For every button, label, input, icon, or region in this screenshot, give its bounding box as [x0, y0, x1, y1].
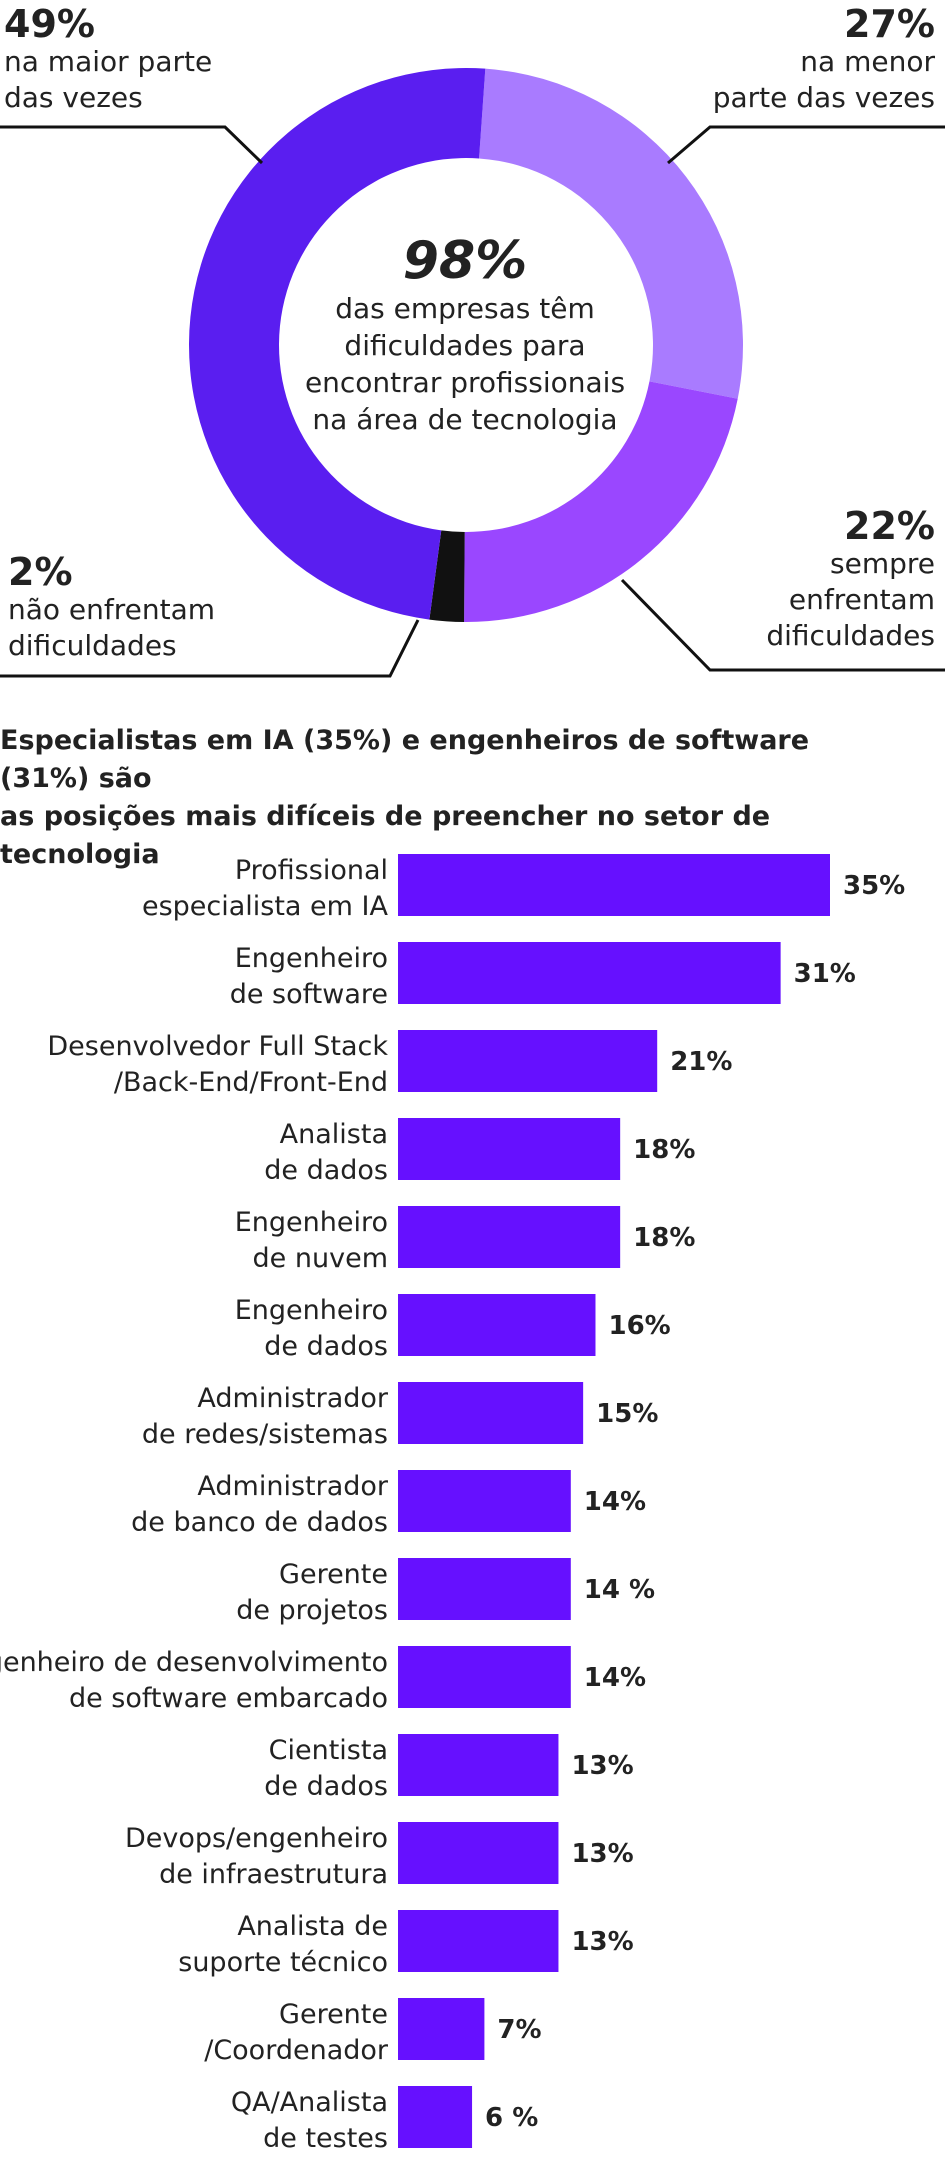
donut-center-line1: das empresas têm	[335, 292, 595, 325]
callout-most-times-line1: na maior parte	[4, 45, 213, 78]
bar-category-label-4-1: de nuvem	[253, 1243, 388, 1274]
donut-slice-2	[464, 381, 738, 622]
bar-category-label-0-0: Profissional	[235, 855, 388, 886]
donut-slice-0	[189, 68, 486, 620]
bar-10	[398, 1734, 559, 1796]
donut-slice-3	[429, 530, 465, 622]
bar-value-label-7: 14%	[584, 1487, 646, 1517]
bar-value-label-11: 13%	[571, 1839, 633, 1869]
bar-category-label-12-0: Analista de	[237, 1911, 388, 1942]
donut-center-pct: 98%	[402, 231, 528, 291]
bar-category-label-2-1: /Back-End/Front-End	[114, 1067, 388, 1098]
callout-always-line3: dificuldades	[766, 619, 935, 652]
bar-category-label-3-1: de dados	[264, 1155, 388, 1186]
bar-5	[398, 1294, 596, 1356]
donut-slice-1	[479, 68, 743, 399]
bar-value-label-4: 18%	[633, 1223, 695, 1253]
bar-category-label-12-1: suporte técnico	[178, 1947, 388, 1978]
bar-1	[398, 942, 781, 1004]
callout-no-difficulty-line1: não enfrentam	[8, 593, 216, 626]
bar-category-label-6-0: Administrador	[197, 1383, 389, 1414]
bar-category-label-8-1: de projetos	[236, 1595, 388, 1626]
bar-category-label-4-0: Engenheiro	[235, 1207, 388, 1238]
bar-category-label-8-0: Gerente	[279, 1559, 388, 1590]
bar-chart-title: Especialistas em IA (35%) e engenheiros …	[0, 722, 900, 874]
bar-6	[398, 1382, 584, 1444]
bar-value-label-3: 18%	[633, 1135, 695, 1165]
callout-always: 22% sempre enfrentam dificuldades	[766, 506, 935, 654]
bar-category-label-3-0: Analista	[280, 1119, 388, 1150]
bar-category-label-14-1: de testes	[263, 2123, 388, 2150]
callout-most-times: 49% na maior parte das vezes	[4, 4, 212, 116]
bar-value-label-9: 14%	[584, 1663, 646, 1693]
callout-fewer-times: 27% na menor parte das vezes	[713, 4, 935, 116]
bar-category-label-6-1: de redes/sistemas	[142, 1419, 388, 1450]
callout-fewer-times-pct: 27%	[844, 2, 935, 46]
bar-category-label-1-1: de software	[230, 979, 388, 1010]
bar-category-label-9-1: de software embarcado	[69, 1683, 388, 1714]
bar-13	[398, 1998, 485, 2060]
bar-category-label-7-0: Administrador	[197, 1471, 389, 1502]
bar-9	[398, 1646, 571, 1708]
bar-12	[398, 1910, 559, 1972]
callout-always-line2: enfrentam	[788, 583, 935, 616]
bar-category-label-10-0: Cientista	[269, 1735, 388, 1766]
bar-chart: Profissional especialista em IA 35% Engenhe…	[0, 854, 905, 2150]
donut-chart-area: 49% na maior parte das vezes 27% na meno…	[0, 0, 945, 690]
bar-2	[398, 1030, 658, 1092]
bar-category-label-5-1: de dados	[264, 1331, 388, 1362]
bar-category-label-2-0: Desenvolvedor Full Stack	[47, 1031, 388, 1062]
callout-no-difficulty: 2% não enfrentam dificuldades	[8, 552, 215, 664]
bar-category-label-1-0: Engenheiro	[235, 943, 388, 974]
bar-0	[398, 854, 830, 916]
bar-8	[398, 1558, 571, 1620]
bar-value-label-10: 13%	[571, 1751, 633, 1781]
bar-category-label-11-0: Devops/engenheiro	[125, 1823, 388, 1854]
bar-3	[398, 1118, 621, 1180]
bar-category-label-0-1: especialista em IA	[142, 891, 389, 922]
bar-value-label-2: 21%	[670, 1047, 732, 1077]
callout-always-line1: sempre	[830, 547, 935, 580]
bar-category-label-13-1: /Coordenador	[204, 2035, 389, 2066]
callout-always-pct: 22%	[844, 504, 935, 548]
bar-14	[398, 2086, 473, 2148]
bar-category-label-13-0: Gerente	[279, 1999, 388, 2030]
bar-category-label-9-0: Engenheiro de desenvolvimento	[0, 1647, 388, 1678]
donut-center-line2: dificuldades para	[344, 329, 586, 362]
leader-line-always	[620, 578, 945, 672]
bar-value-label-8: 14 %	[584, 1575, 655, 1605]
bar-category-label-14-0: QA/Analista	[231, 2087, 388, 2118]
bar-category-label-11-1: de infraestrutura	[159, 1859, 388, 1890]
bar-7	[398, 1470, 571, 1532]
bar-chart-title-line2: as posições mais difíceis de preencher n…	[0, 801, 771, 870]
callout-fewer-times-line2: parte das vezes	[712, 81, 935, 114]
bar-category-label-5-0: Engenheiro	[235, 1295, 388, 1326]
bar-value-label-12: 13%	[571, 1927, 633, 1957]
donut-center-line4: na área de tecnologia	[312, 403, 618, 436]
bar-category-label-10-1: de dados	[264, 1771, 388, 1802]
donut-chart	[0, 68, 945, 678]
bar-value-label-6: 15%	[596, 1399, 658, 1429]
leader-line-most-times	[0, 125, 264, 165]
leader-line-fewer-times	[667, 125, 945, 165]
leader-line-no-difficulty	[0, 619, 420, 678]
callout-no-difficulty-line2: dificuldades	[8, 629, 177, 662]
bar-value-label-1: 31%	[794, 959, 856, 989]
callout-most-times-pct: 49%	[4, 2, 95, 46]
bar-value-label-14: 6 %	[485, 2103, 538, 2133]
bar-value-label-5: 16%	[608, 1311, 670, 1341]
callout-fewer-times-line1: na menor	[800, 45, 935, 78]
donut-center-line3: encontrar profissionais	[304, 366, 626, 399]
callout-no-difficulty-pct: 2%	[8, 550, 73, 594]
bar-4	[398, 1206, 621, 1268]
bar-value-label-0: 35%	[843, 871, 905, 901]
bar-category-label-7-1: de banco de dados	[131, 1507, 388, 1538]
callout-most-times-line2: das vezes	[4, 81, 143, 114]
donut-center-text: 98% das empresas têm dificuldades para e…	[290, 232, 640, 438]
bar-chart-title-line1: Especialistas em IA (35%) e engenheiros …	[0, 725, 810, 794]
bar-11	[398, 1822, 559, 1884]
bar-value-label-13: 7%	[497, 2015, 541, 2045]
